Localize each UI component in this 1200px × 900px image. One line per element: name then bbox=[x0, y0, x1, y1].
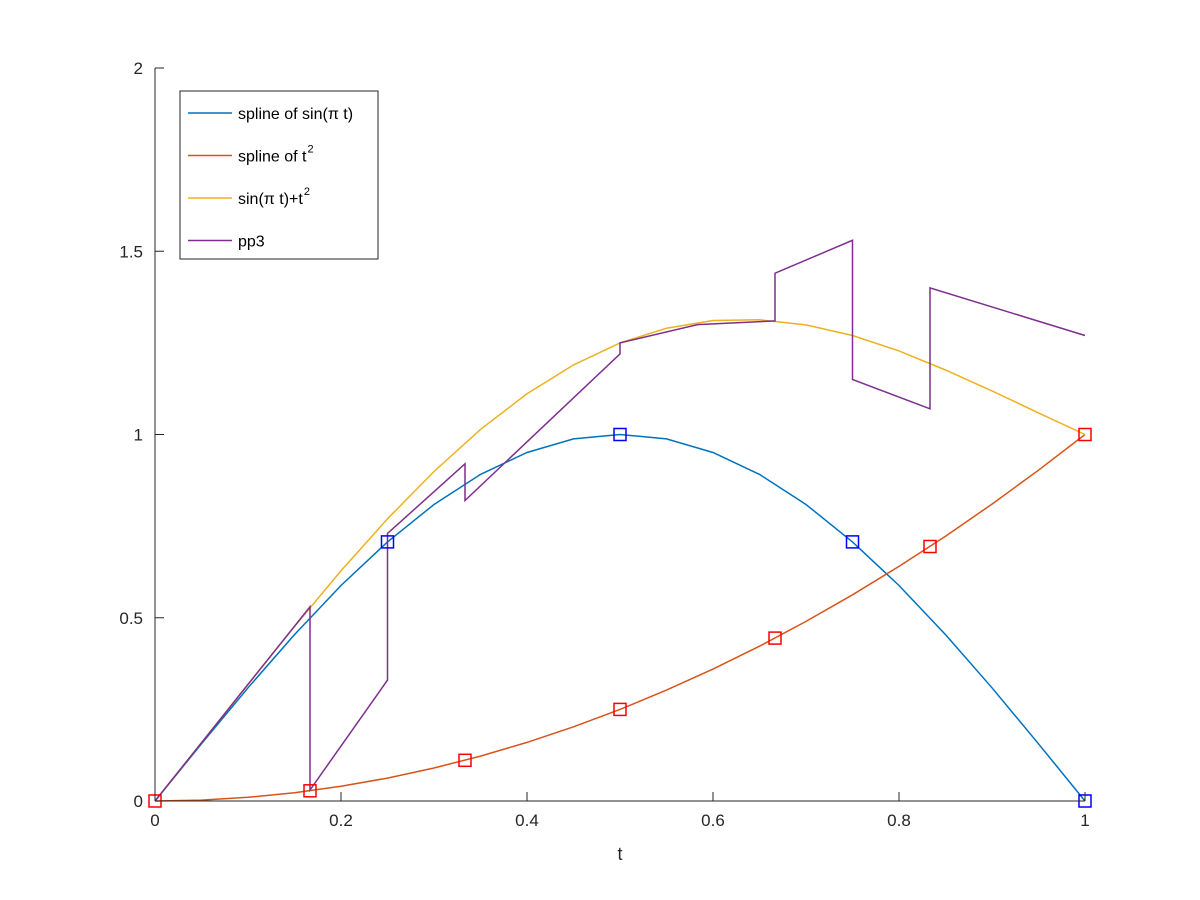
knot-marker-2-4 bbox=[613, 702, 627, 717]
x-axis-label: t bbox=[617, 844, 622, 864]
knot-marker-2-3 bbox=[458, 753, 472, 768]
y-tick-label: 1 bbox=[134, 426, 143, 445]
x-tick-label: 0.2 bbox=[329, 811, 353, 830]
y-tick-label: 1.5 bbox=[119, 242, 143, 261]
knot-marker-1-2 bbox=[613, 427, 627, 442]
legend-entry-1: spline of sin(π t) bbox=[238, 106, 353, 123]
series-line-4 bbox=[154, 239, 1086, 802]
legend-entry-2: spline of t2 bbox=[238, 144, 314, 166]
x-tick-label: 0.6 bbox=[701, 811, 725, 830]
legend-entry-3: sin(π t)+t2 bbox=[238, 186, 310, 208]
y-tick-label: 2 bbox=[134, 59, 143, 78]
x-tick-label: 0.4 bbox=[515, 811, 539, 830]
legend-entry-4: pp3 bbox=[238, 234, 265, 251]
marker-layer bbox=[148, 427, 1092, 808]
x-tick-label: 1 bbox=[1080, 811, 1089, 830]
legend: spline of sin(π t) spline of t2 sin(π t)+t… bbox=[179, 90, 379, 260]
knot-marker-1-3 bbox=[845, 535, 860, 549]
x-tick-label: 0 bbox=[150, 811, 159, 830]
knot-marker-2-7 bbox=[1078, 427, 1092, 442]
series-layer bbox=[154, 239, 1086, 802]
x-tick-label: 0.8 bbox=[887, 811, 911, 830]
knot-marker-1-1 bbox=[380, 535, 395, 549]
legend-box bbox=[179, 90, 379, 260]
y-tick-label: 0 bbox=[134, 792, 143, 811]
y-tick-label: 0.5 bbox=[119, 609, 143, 628]
tick-layer: 0 0.2 0.4 0.6 0.8 1 0 0.5 1 1.5 2 bbox=[119, 59, 1089, 830]
knot-marker-2-2 bbox=[303, 784, 317, 798]
knot-marker-2-6 bbox=[923, 539, 937, 554]
knot-marker-2-5 bbox=[768, 631, 782, 645]
